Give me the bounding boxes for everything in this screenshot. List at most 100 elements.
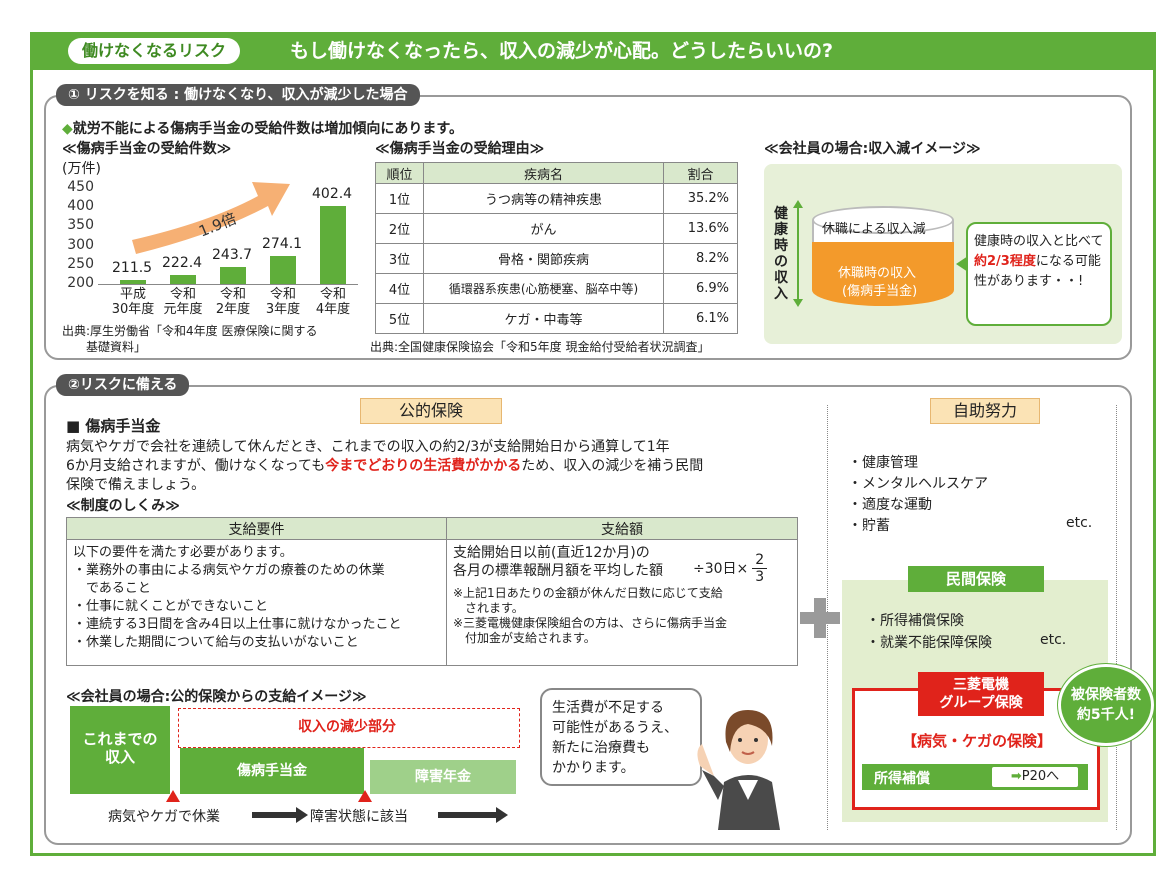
fraction: 2 3 [752, 552, 768, 585]
y-tick-label: 200 [67, 275, 94, 291]
bubble-pointer [956, 256, 968, 272]
woman-illustration [688, 690, 808, 830]
up-down-arrow-icon [797, 205, 799, 301]
arrow-right-icon [438, 812, 498, 818]
req-intro: 以下の要件を満たす必要があります。 [73, 545, 293, 560]
income-cylinder-top [812, 206, 954, 234]
req-item: ・仕事に就くことができないこと [73, 599, 269, 614]
req-item: ・連続する3日間を含み4日以上仕事に就けなかったこと [73, 617, 402, 632]
private-insurance-header: 民間保険 [908, 566, 1044, 592]
x-axis-line [98, 284, 358, 285]
sickness-benefit-bar: 傷病手当金 [180, 748, 364, 794]
disease-cell: 循環器系疾患(心筋梗塞、脳卒中等) [423, 273, 664, 304]
event2-label: 障害状態に該当 [310, 809, 408, 825]
chart-title: ≪傷病手当金の受給件数≫ [62, 141, 232, 157]
event1-label: 病気やケガで休業 [108, 809, 220, 825]
x-tick-label: 令和 3年度 [265, 287, 301, 317]
amount-formula: ÷30日× 2 3 [693, 552, 768, 585]
member-count-badge: 被保険者数 約5千人! [1058, 664, 1154, 746]
self-help-etc: etc. [1066, 515, 1093, 531]
y-tick-label: 300 [67, 236, 94, 253]
header-bar: 働けなくなるリスク もし働けなくなったら、収入の減少が心配。どうしたらいいの? [30, 32, 1156, 70]
benefit-line3: 保険で備えましょう。 [66, 477, 206, 493]
payment-image-title: ≪会社員の場合:公的保険からの支給イメージ≫ [66, 689, 367, 705]
private-insurance-item: ・就業不能保障保険 [866, 635, 992, 651]
divider-right [1116, 405, 1117, 830]
percent-cell: 13.6% [663, 213, 738, 244]
table-row: 2位 がん 13.6% [375, 213, 738, 244]
section1-tab: ① リスクを知る : 働けなくなり、収入が減少した場合 [56, 84, 420, 106]
percent-cell: 35.2% [663, 183, 738, 214]
header-pill: 働けなくなるリスク [68, 38, 241, 64]
income-comp-label: 所得補償 [874, 771, 930, 787]
table-title: ≪傷病手当金の受給理由≫ [375, 141, 545, 157]
income-comp-bar: 所得補償 ➡P20へ [862, 764, 1088, 790]
chart-source-line2: 基礎資料」 [86, 340, 147, 354]
percent-cell: 6.1% [663, 303, 738, 334]
rank-cell: 5位 [375, 303, 424, 334]
event-marker-1 [166, 790, 180, 802]
private-insurance-item: ・所得補償保険 [866, 613, 964, 629]
table-header: 疾病名 [423, 162, 664, 184]
table-source: 出典:全国健康保険協会「令和5年度 現金給付受給者状況調査」 [370, 340, 710, 354]
group-insurance-title: 三菱電機 グループ保険 [918, 672, 1044, 716]
bar-value-label: 402.4 [312, 186, 353, 203]
amount-note2: ※三菱電機健康保険組合の方は、さらに傷病手当金 [453, 616, 728, 630]
income-decrease-label: 収入の減少部分 [298, 719, 396, 735]
arrow-right-head [296, 807, 308, 823]
percent-cell: 6.9% [663, 273, 738, 304]
chart-bar [120, 279, 146, 284]
disease-cell: がん [423, 213, 664, 244]
req-item: であること [73, 581, 151, 596]
chart-bar [220, 267, 246, 284]
table-row: 1位 うつ病等の精神疾患 35.2% [375, 183, 738, 214]
arrow-right-icon: ➡ [1010, 769, 1022, 784]
benefit-line2: 6か月支給されますが、働けなくなっても今までどおりの生活費がかかるため、収入の減… [66, 458, 704, 474]
bar-value-label: 222.4 [162, 255, 203, 272]
self-help-item: ・メンタルヘルスケア [848, 476, 988, 492]
y-tick-label: 350 [67, 217, 94, 234]
rank-cell: 1位 [375, 183, 424, 214]
arrow-right-head [496, 807, 508, 823]
amount-cell: 支給開始日以前(直近12か月)の 各月の標準報酬月額を平均した額 ÷30日× 2… [446, 539, 798, 666]
chart-bar [270, 255, 296, 284]
y-tick-label: 400 [67, 198, 94, 215]
page-ref-link[interactable]: ➡P20へ [992, 767, 1078, 787]
x-tick-label: 令和 4年度 [315, 287, 351, 317]
public-insurance-header: 公的保険 [360, 398, 502, 424]
trend-arrow [132, 182, 290, 254]
prior-income-box: これまでの 収入 [70, 706, 170, 794]
bar-value-label: 243.7 [212, 247, 253, 264]
self-help-item: ・貯蓄 [848, 518, 890, 534]
bar-value-label: 274.1 [262, 235, 303, 252]
section1-lead: ◆就労不能による傷病手当金の受給件数は増加傾向にあります。 [62, 121, 463, 137]
page-title: もし働けなくなったら、収入の減少が心配。どうしたらいいの? [290, 40, 834, 62]
table-row: 3位 骨格・関節疾病 8.2% [375, 243, 738, 274]
table-row: 以下の要件を満たす必要があります。 ・業務外の事由による病気やケガの療養のための… [66, 539, 798, 666]
requirements-table: 支給要件 支給額 以下の要件を満たす必要があります。 ・業務外の事由による病気や… [66, 517, 798, 666]
disease-cell: ケガ・中毒等 [423, 303, 664, 334]
private-insurance-etc: etc. [1040, 632, 1067, 648]
amount-note2b: 付加金が支給されます。 [453, 631, 596, 645]
income-decrease-box [178, 708, 520, 748]
arrow-head-up [793, 200, 803, 208]
y-axis-label: (万件) [62, 161, 101, 177]
benefit-line1: 病気やケガで会社を連続して休んだとき、これまでの収入の約2/3が支給開始日から通… [66, 439, 670, 455]
income-loss-label: 休職による収入減 [822, 222, 926, 237]
table-row: 4位 循環器系疾患(心筋梗塞、脳卒中等) 6.9% [375, 273, 738, 304]
disease-cell: うつ病等の精神疾患 [423, 183, 664, 214]
requirements-cell: 以下の要件を満たす必要があります。 ・業務外の事由による病気やケガの療養のための… [66, 539, 447, 666]
table-row: 5位 ケガ・中毒等 6.1% [375, 303, 738, 334]
x-tick-label: 平成 30年度 [111, 287, 155, 317]
table-header: 支給額 [446, 517, 798, 540]
healthy-income-label: 健康時の収入 [774, 206, 788, 302]
group-insurance-sub: 【病気・ケガの保険】 [902, 732, 1053, 750]
self-help-header: 自助努力 [930, 398, 1040, 424]
arrow-head-down [793, 299, 803, 307]
plus-icon-vertical [814, 598, 826, 638]
disease-cell: 骨格・関節疾病 [423, 243, 664, 274]
section2-tab: ②リスクに備える [56, 374, 190, 396]
table-header: 順位 [375, 162, 424, 184]
amount-line2: 各月の標準報酬月額を平均した額 [453, 563, 663, 579]
arrow-right-icon [252, 812, 298, 818]
